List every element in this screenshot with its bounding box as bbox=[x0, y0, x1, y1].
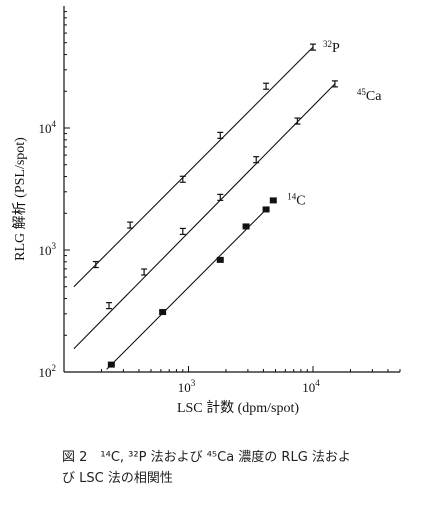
data-point-c bbox=[216, 256, 224, 263]
series-label-p: 32P bbox=[323, 39, 340, 56]
square-marker bbox=[269, 197, 277, 204]
figure-caption: 図 2 ¹⁴C, ³²P 法および ⁴⁵Ca 濃度の RLG 法およ び LSC… bbox=[62, 447, 392, 489]
caption-line-2: び LSC 法の相関性 bbox=[62, 471, 173, 486]
x-axis-title: LSC 計数 (dpm/spot) bbox=[177, 400, 299, 416]
data-point-p bbox=[309, 43, 316, 51]
square-marker bbox=[216, 256, 224, 263]
y-tick-label: 103 bbox=[39, 241, 57, 258]
data-point-c bbox=[159, 309, 167, 316]
data-point-c bbox=[242, 223, 250, 230]
series-label-c: 14C bbox=[287, 191, 305, 208]
fit-line-p bbox=[73, 46, 314, 288]
data-point-p bbox=[127, 221, 134, 229]
caption-line-1: 図 2 ¹⁴C, ³²P 法および ⁴⁵Ca 濃度の RLG 法およ bbox=[62, 450, 351, 465]
series-label-ca: 45Ca bbox=[357, 87, 382, 104]
fit-lines bbox=[73, 46, 336, 370]
fit-line-ca bbox=[73, 83, 336, 350]
y-tick-label: 104 bbox=[39, 119, 57, 136]
square-marker bbox=[159, 309, 167, 316]
data-point-ca bbox=[141, 268, 148, 276]
data-point-ca bbox=[179, 227, 186, 236]
data-point-c bbox=[269, 197, 277, 204]
data-point-ca bbox=[253, 156, 260, 164]
y-tick-label: 102 bbox=[39, 363, 57, 380]
fit-line-c bbox=[106, 207, 268, 370]
axis-ticks bbox=[63, 11, 401, 373]
plot-frame bbox=[63, 6, 400, 373]
data-point-ca bbox=[217, 193, 224, 201]
data-point-p bbox=[263, 82, 270, 90]
x-tick-label: 103 bbox=[178, 378, 196, 395]
data-points bbox=[92, 43, 338, 368]
data-point-ca bbox=[331, 80, 338, 88]
data-point-p bbox=[217, 131, 224, 139]
data-point-ca bbox=[294, 117, 301, 125]
data-point-c bbox=[107, 361, 115, 368]
square-marker bbox=[107, 361, 115, 368]
y-axis-title: RLG 解析 (PSL/spot) bbox=[12, 137, 28, 261]
square-marker bbox=[262, 206, 270, 213]
square-marker bbox=[242, 223, 250, 230]
data-point-p bbox=[92, 260, 99, 269]
data-point-p bbox=[179, 175, 186, 183]
data-point-c bbox=[262, 206, 270, 213]
series-labels: 32P 45Ca 14C bbox=[287, 39, 382, 208]
data-point-ca bbox=[106, 302, 113, 310]
x-tick-label: 104 bbox=[302, 378, 320, 395]
